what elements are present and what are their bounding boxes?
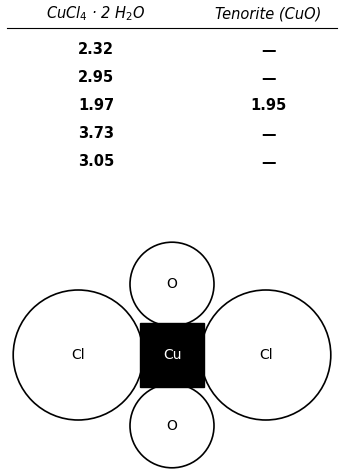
- Text: 2.95: 2.95: [78, 70, 115, 86]
- Text: 3.73: 3.73: [78, 126, 114, 141]
- Text: 3.05: 3.05: [78, 155, 115, 170]
- Circle shape: [13, 290, 143, 420]
- Text: O: O: [166, 277, 178, 291]
- Text: 1.95: 1.95: [250, 99, 287, 113]
- Text: Cl: Cl: [259, 348, 272, 362]
- Text: 1.97: 1.97: [78, 99, 115, 113]
- Text: —: —: [261, 70, 276, 86]
- Circle shape: [201, 290, 331, 420]
- Text: O: O: [166, 419, 178, 433]
- Text: Cu: Cu: [163, 348, 181, 362]
- Text: Cl: Cl: [72, 348, 85, 362]
- Text: —: —: [261, 42, 276, 57]
- Bar: [140, 323, 204, 387]
- Text: —: —: [261, 126, 276, 141]
- Circle shape: [130, 242, 214, 326]
- Circle shape: [130, 384, 214, 468]
- Text: CuCl$_4$ · 2 H$_2$O: CuCl$_4$ · 2 H$_2$O: [46, 5, 146, 24]
- Text: —: —: [261, 155, 276, 170]
- Text: 2.32: 2.32: [78, 42, 114, 57]
- Text: Tenorite (CuO): Tenorite (CuO): [215, 7, 322, 22]
